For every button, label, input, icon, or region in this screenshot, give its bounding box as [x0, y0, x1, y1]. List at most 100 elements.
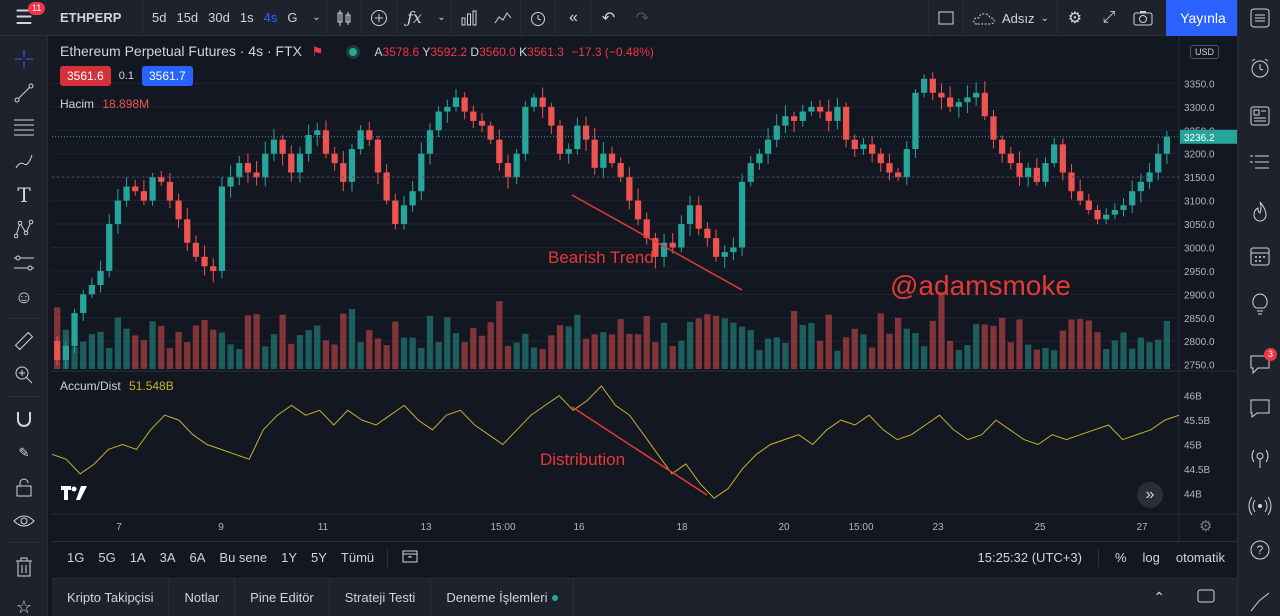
lock-pencil-icon[interactable]: ✎: [18, 445, 30, 460]
candle-body: [834, 106, 841, 121]
timeframe-1s[interactable]: 1s: [239, 10, 254, 25]
watermark-text[interactable]: @adamsmoke: [890, 270, 1071, 301]
low-label: D: [470, 45, 480, 59]
currency-button[interactable]: USD: [1190, 43, 1220, 59]
log-scale-toggle[interactable]: log: [1142, 550, 1160, 565]
watchlist-icon[interactable]: [1238, 2, 1280, 34]
redo-icon[interactable]: ↷: [635, 9, 650, 27]
volume-bar: [1155, 339, 1162, 369]
publish-button[interactable]: Yayınla: [1166, 0, 1240, 36]
clock-timezone-button[interactable]: 15:25:32 (UTC+3): [977, 550, 1082, 565]
panel-tab-4[interactable]: Deneme İşlemleri: [431, 578, 575, 616]
buy-button[interactable]: 3561.7: [142, 66, 193, 86]
ruler-icon[interactable]: [0, 326, 48, 356]
snapshot-camera-icon[interactable]: [1126, 0, 1160, 36]
pattern-icon[interactable]: [0, 214, 48, 244]
messages-icon[interactable]: [1238, 392, 1280, 424]
percent-scale-toggle[interactable]: %: [1114, 550, 1127, 565]
calendar-icon[interactable]: [1238, 240, 1280, 272]
top-toolbar: ☰ 11 ETHPERP 5d 15d 30d 1s 4s G ⌄ ƒx ⌄ « ↶ ↷ …: [0, 0, 1280, 36]
timeframe-5d[interactable]: 5d: [152, 10, 167, 25]
range-3a[interactable]: 3A: [159, 550, 176, 565]
streams-broadcast-icon[interactable]: [1238, 442, 1280, 474]
trend-arrow-icon[interactable]: [1238, 586, 1280, 616]
signal-icon[interactable]: [1238, 490, 1280, 522]
maximize-panel-icon[interactable]: [1197, 588, 1215, 607]
timeframe-4s[interactable]: 4s: [263, 10, 278, 25]
timeframe-15d[interactable]: 15d: [176, 10, 199, 25]
magnet-icon[interactable]: [0, 404, 48, 434]
indicators-fx-icon[interactable]: ƒx: [406, 8, 422, 27]
hotlist-flame-icon[interactable]: [1238, 196, 1280, 228]
candle-body: [218, 186, 226, 271]
axis-settings-gear-icon[interactable]: ⚙: [1199, 518, 1213, 535]
range-tümü[interactable]: Tümü: [340, 550, 375, 565]
crosshair-icon[interactable]: [0, 44, 48, 74]
range-bu-sene[interactable]: Bu sene: [219, 550, 268, 565]
ideas-lightbulb-icon[interactable]: [1238, 288, 1280, 320]
prediction-tools-icon[interactable]: [0, 248, 48, 278]
news-icon[interactable]: [1238, 100, 1280, 132]
settings-gear-icon[interactable]: ⚙: [1067, 10, 1083, 27]
annotation-bearish-trend[interactable]: Bearish Trend: [548, 248, 654, 267]
templates-icon[interactable]: [486, 0, 520, 36]
chart-canvas[interactable]: 3350.03300.03250.03200.03150.03100.03050…: [52, 36, 1237, 541]
volume-bar: [626, 333, 633, 369]
range-5g[interactable]: 5G: [98, 550, 116, 565]
star-icon[interactable]: ☆: [15, 596, 33, 616]
chevron-down-icon[interactable]: ⌄: [312, 12, 321, 23]
date-range-bar: 1G 5G 1A 3A 6A Bu sene 1Y 5Y Tümü 15:25:32 (UTC+…: [52, 541, 1237, 573]
chat-icon[interactable]: 3: [1238, 348, 1280, 380]
text-tool-icon[interactable]: T: [17, 183, 31, 207]
alarm-clock-icon[interactable]: [1238, 52, 1280, 84]
trash-icon[interactable]: [0, 552, 48, 582]
chart-area[interactable]: 3350.03300.03250.03200.03150.03100.03050…: [52, 36, 1237, 541]
range-1y[interactable]: 1Y: [281, 550, 298, 565]
volume-bar: [1016, 319, 1023, 369]
auto-scale-toggle[interactable]: otomatik: [1175, 550, 1225, 565]
financials-icon[interactable]: [452, 0, 486, 36]
panel-tab-3[interactable]: Strateji Testi: [330, 578, 432, 616]
compare-plus-icon[interactable]: [362, 0, 396, 36]
range-6a[interactable]: 6A: [189, 550, 206, 565]
annotation-distribution[interactable]: Distribution: [540, 450, 626, 469]
candle-body: [574, 125, 581, 150]
candle-body: [643, 219, 650, 239]
sell-button[interactable]: 3561.6: [60, 66, 111, 86]
undo-icon[interactable]: ↶: [601, 9, 616, 27]
panel-tab-1[interactable]: Notlar: [169, 578, 236, 616]
panel-tab-2[interactable]: Pine Editör: [235, 578, 330, 616]
candle-type-icon[interactable]: [327, 0, 361, 36]
volume-bar: [999, 317, 1006, 369]
chevron-up-icon[interactable]: ⌃: [1153, 589, 1165, 605]
candle-body: [1077, 191, 1084, 201]
fullscreen-icon[interactable]: ⤢: [1102, 9, 1116, 26]
close-value: 3561.3: [527, 45, 564, 59]
flag-icon[interactable]: ⚑: [311, 44, 324, 59]
smiley-icon[interactable]: ☺: [14, 286, 34, 307]
eye-icon[interactable]: [0, 506, 48, 536]
alert-clock-icon[interactable]: [521, 0, 555, 36]
range-5y[interactable]: 5Y: [311, 550, 327, 565]
replay-icon[interactable]: «: [569, 8, 578, 26]
menu-button[interactable]: ☰ 11: [0, 0, 48, 36]
layout-name-button[interactable]: Adsız ⌄: [964, 11, 1057, 26]
volume-bar: [1025, 344, 1032, 369]
range-1g[interactable]: 1G: [67, 550, 85, 565]
zoom-in-icon[interactable]: [0, 360, 48, 390]
lock-icon[interactable]: [0, 472, 48, 502]
trend-line-icon[interactable]: [0, 78, 48, 108]
panel-tab-0[interactable]: Kripto Takipçisi: [52, 578, 170, 616]
layout-square-icon[interactable]: [929, 0, 963, 36]
brush-icon[interactable]: [0, 146, 48, 176]
range-1a[interactable]: 1A: [129, 550, 146, 565]
chevron-down-icon[interactable]: ⌄: [437, 12, 446, 23]
timeframe-G[interactable]: G: [287, 10, 298, 25]
scroll-to-realtime-button[interactable]: »: [1137, 482, 1163, 508]
date-goto-icon[interactable]: [394, 548, 426, 567]
timeframe-30d[interactable]: 30d: [208, 10, 230, 25]
help-icon[interactable]: ?: [1238, 534, 1280, 566]
fib-retracement-icon[interactable]: [0, 112, 48, 142]
data-window-icon[interactable]: [1238, 146, 1280, 178]
symbol-search-button[interactable]: ETHPERP: [60, 10, 122, 25]
